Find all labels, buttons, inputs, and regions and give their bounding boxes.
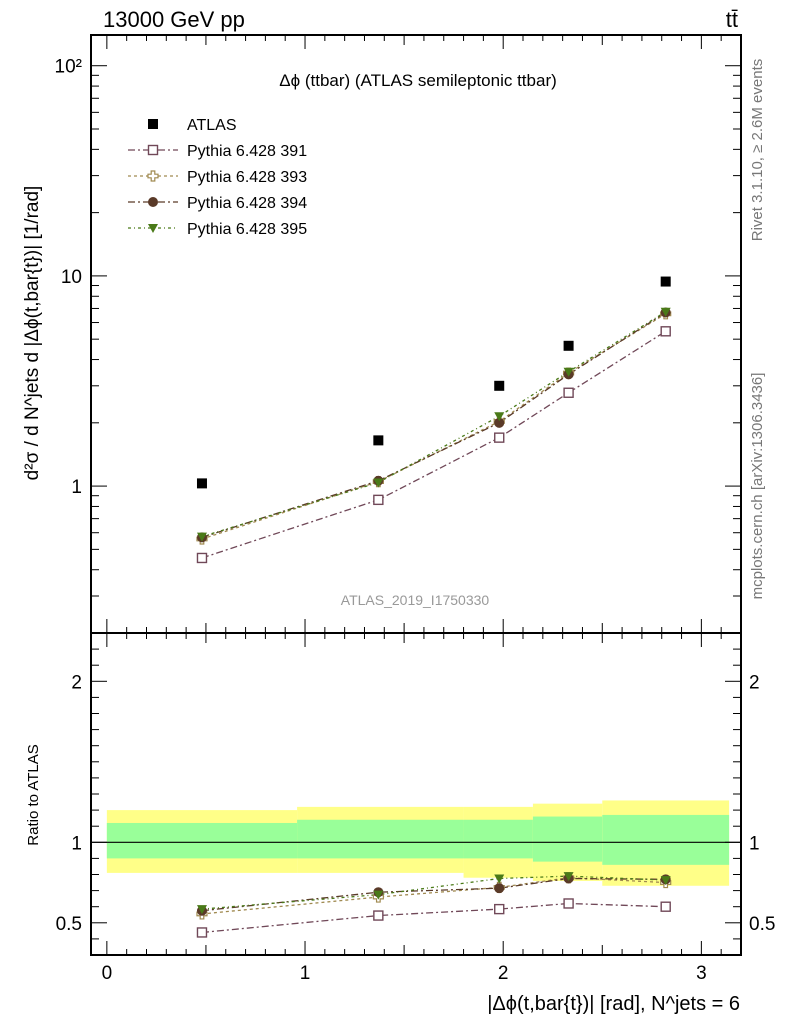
series-ratio-line <box>201 902 666 934</box>
y-tick-label: 1 <box>71 833 82 854</box>
series-line <box>201 313 667 540</box>
legend-label: Pythia 6.428 395 <box>187 221 307 238</box>
series-ratio-line <box>201 875 666 910</box>
series-point <box>494 432 505 443</box>
y-tick-label: 1 <box>71 477 82 498</box>
legend-marker <box>148 197 158 207</box>
rivet-version-label: Rivet 3.1.10, ≥ 2.6M events <box>749 59 766 242</box>
data-point <box>563 340 574 351</box>
legend: ATLAS Pythia 6.428 391 Pythia 6.428 393 Pyt… <box>128 117 307 238</box>
series-ratio-point <box>373 910 384 921</box>
ratio-axis-ticks: 0 1 2 3 0.5 0.5 1 1 2 2 <box>56 632 775 984</box>
series-ratio-line <box>201 877 666 915</box>
series-point <box>660 307 671 317</box>
data-point <box>660 276 671 287</box>
y-tick-label-right: 2 <box>749 672 760 693</box>
stat-uncertainty-band <box>602 814 730 865</box>
y-tick-label-right: 1 <box>749 833 760 854</box>
series-ratio-point <box>660 876 671 886</box>
y-tick-label: 10 <box>61 267 82 288</box>
series-point <box>563 367 574 377</box>
legend-label: Pythia 6.428 391 <box>187 143 307 160</box>
stat-uncertainty-band <box>297 819 464 859</box>
series-point <box>373 494 384 506</box>
y-axis-title-ratio: Ratio to ATLAS <box>25 744 42 845</box>
legend-marker <box>147 170 159 182</box>
series-line <box>201 311 667 539</box>
analysis-watermark: ATLAS_2019_I1750330 <box>341 592 490 608</box>
series-ratio-point <box>563 898 574 909</box>
x-axis-title: |Δϕ(t,bar{t})| [rad], N^jets = 6 <box>487 993 740 1015</box>
series-point <box>196 552 208 564</box>
data-point <box>494 380 505 391</box>
series-ratio-point <box>494 883 505 894</box>
legend-label: Pythia 6.428 394 <box>187 195 307 212</box>
series-point <box>494 412 505 422</box>
y-tick-label: 2 <box>71 672 82 693</box>
series-ratio-point <box>196 905 207 915</box>
plot-title: Δϕ (ttbar) (ATLAS semileptonic ttbar) <box>279 71 557 90</box>
series-ratio-point <box>660 901 671 912</box>
data-point <box>373 435 384 446</box>
series-point <box>660 326 671 337</box>
data-point <box>196 478 207 489</box>
legend-label: ATLAS <box>187 117 237 134</box>
series-ratio-point <box>196 927 208 938</box>
ratio-plot-frame <box>90 632 742 956</box>
series-ratio-point <box>494 874 505 884</box>
y-tick-label: 0.5 <box>56 914 82 935</box>
ratio-plot-series <box>196 872 672 938</box>
y-axis-title-main: d²σ / d N^jets d |Δϕ(t,bar{t})| [1/rad] <box>22 186 43 481</box>
ratio-uncertainty-bands <box>106 800 730 886</box>
series-ratio-point <box>373 890 384 900</box>
x-tick-label: 3 <box>696 963 707 984</box>
series-ratio-line <box>201 877 666 912</box>
series-line <box>201 311 667 538</box>
header-process-label: tt̄ <box>726 7 738 32</box>
series-ratio-point <box>494 903 505 915</box>
legend-label: Pythia 6.428 393 <box>187 169 307 186</box>
mcplots-source-label: mcplots.cern.ch [arXiv:1306.3436] <box>749 373 766 600</box>
stat-uncertainty-band <box>463 819 533 859</box>
y-tick-label-right: 0.5 <box>749 914 775 935</box>
legend-marker <box>148 224 158 233</box>
y-tick-label: 10² <box>55 57 82 78</box>
series-ratio-point <box>563 872 574 882</box>
series-point <box>373 478 384 488</box>
series-line <box>201 330 667 559</box>
stat-uncertainty-band <box>532 816 603 862</box>
header-energy-label: 13000 GeV pp <box>103 7 245 32</box>
x-tick-label: 0 <box>102 963 113 984</box>
series-point <box>494 417 505 428</box>
x-tick-label: 2 <box>498 963 509 984</box>
x-tick-label: 1 <box>300 963 311 984</box>
main-axis-ticks: 1 10 10² <box>55 35 742 634</box>
series-point <box>563 387 574 398</box>
legend-marker <box>148 119 158 129</box>
legend-marker <box>147 144 159 156</box>
stat-uncertainty-band <box>106 822 298 859</box>
main-plot-series <box>196 276 672 564</box>
series-point <box>196 532 207 542</box>
